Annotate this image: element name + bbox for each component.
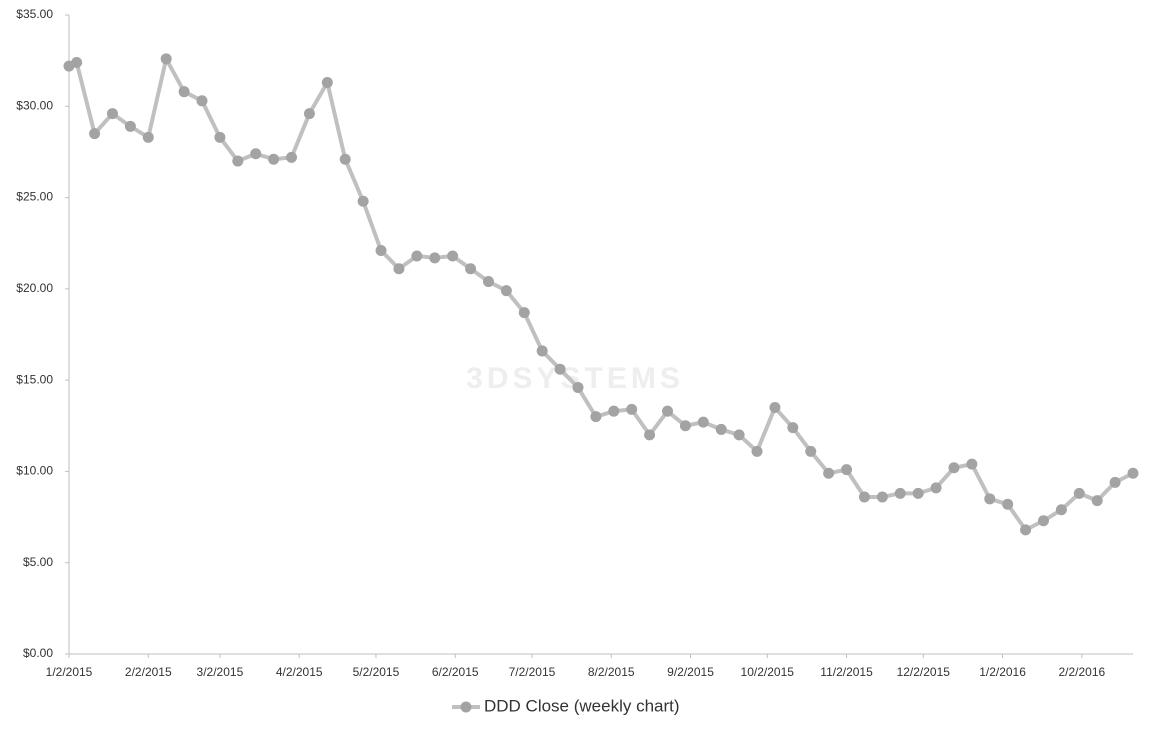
y-tick-label: $0.00 — [23, 646, 53, 660]
data-point — [1127, 467, 1139, 479]
x-tick-label: 2/2/2016 — [1058, 665, 1105, 679]
x-tick-label: 7/2/2015 — [509, 665, 556, 679]
x-tick-label: 1/2/2016 — [979, 665, 1026, 679]
data-point — [966, 458, 978, 470]
data-point — [196, 95, 208, 107]
data-point — [106, 108, 118, 120]
y-tick-label: $25.00 — [16, 190, 53, 204]
data-point — [89, 128, 101, 140]
data-point — [447, 250, 459, 262]
data-point — [644, 429, 656, 441]
data-point — [393, 263, 405, 275]
y-tick-label: $30.00 — [16, 98, 53, 112]
data-point — [465, 263, 477, 275]
data-point — [769, 402, 781, 414]
data-point — [626, 403, 638, 415]
data-point — [1037, 515, 1049, 527]
y-tick-label: $20.00 — [16, 281, 53, 295]
data-point — [751, 445, 763, 457]
data-point — [823, 467, 835, 479]
data-point — [429, 252, 441, 264]
data-point — [1055, 504, 1067, 516]
data-point — [841, 464, 853, 476]
data-point — [375, 245, 387, 257]
x-tick-label: 12/2/2015 — [897, 665, 951, 679]
x-tick-label: 8/2/2015 — [588, 665, 635, 679]
data-point — [1109, 476, 1121, 488]
x-tick-label: 5/2/2015 — [353, 665, 400, 679]
data-point — [339, 153, 351, 165]
data-point — [554, 363, 566, 375]
data-point — [536, 345, 548, 357]
data-point — [232, 155, 244, 167]
data-point — [250, 148, 262, 160]
y-tick-label: $35.00 — [16, 7, 53, 21]
data-point — [303, 108, 315, 120]
data-point — [214, 131, 226, 143]
data-point — [518, 307, 530, 319]
x-tick-label: 3/2/2015 — [197, 665, 244, 679]
x-tick-label: 11/2/2015 — [820, 665, 873, 679]
data-point — [482, 276, 494, 288]
x-tick-label: 1/2/2015 — [46, 665, 93, 679]
data-point — [858, 491, 870, 503]
data-point — [679, 420, 691, 432]
data-point — [984, 493, 996, 505]
data-point — [142, 131, 154, 143]
data-point — [500, 285, 512, 297]
data-point — [608, 405, 620, 417]
data-point — [662, 405, 673, 417]
legend-marker — [460, 701, 472, 713]
legend-label: DDD Close (weekly chart) — [484, 696, 680, 715]
data-point — [1073, 487, 1085, 499]
data-point — [912, 487, 924, 499]
data-point — [1002, 498, 1014, 510]
data-point — [1091, 495, 1103, 507]
x-tick-label: 9/2/2015 — [667, 665, 714, 679]
data-point — [160, 53, 172, 65]
data-point — [590, 411, 602, 423]
y-tick-label: $15.00 — [16, 372, 53, 386]
data-point — [178, 86, 190, 98]
y-tick-label: $5.00 — [23, 555, 53, 569]
data-point — [321, 77, 333, 89]
x-tick-label: 6/2/2015 — [432, 665, 479, 679]
data-point — [268, 153, 280, 165]
data-point — [1020, 524, 1032, 536]
data-point — [930, 482, 942, 494]
data-point — [357, 195, 369, 207]
data-point — [697, 416, 709, 428]
data-point — [876, 491, 888, 503]
data-point — [894, 487, 906, 499]
x-tick-label: 2/2/2015 — [125, 665, 172, 679]
y-tick-label: $10.00 — [16, 464, 53, 478]
data-point — [948, 462, 960, 474]
data-point — [733, 429, 745, 441]
data-point — [71, 56, 83, 68]
data-point — [715, 423, 727, 435]
data-point — [124, 120, 136, 132]
x-tick-label: 4/2/2015 — [276, 665, 323, 679]
data-point — [787, 422, 799, 434]
data-point — [805, 445, 817, 457]
data-point — [286, 151, 298, 163]
x-tick-label: 10/2/2015 — [741, 665, 795, 679]
data-point — [411, 250, 423, 262]
data-point — [572, 381, 584, 393]
